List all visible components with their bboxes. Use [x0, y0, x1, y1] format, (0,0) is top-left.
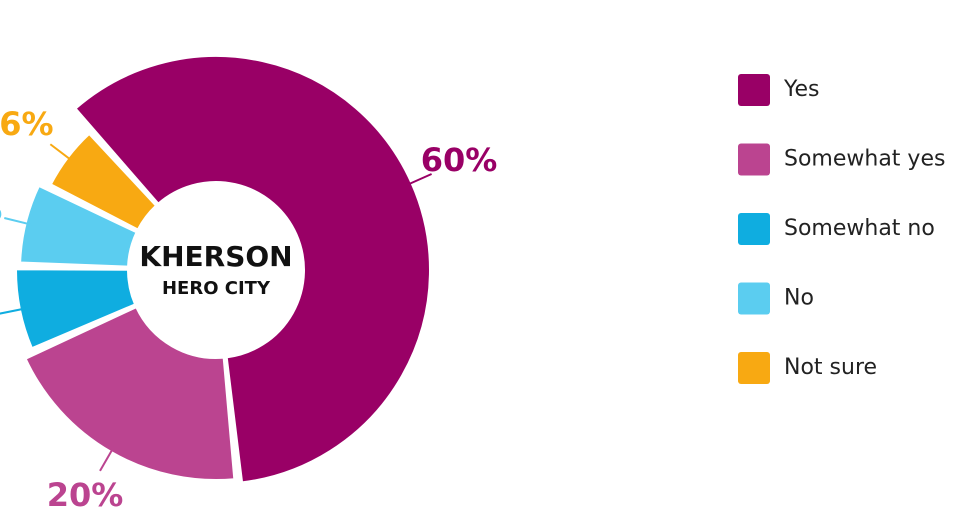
value-label: 20%	[47, 476, 124, 514]
donut-hole	[129, 183, 303, 357]
donut-segment	[74, 55, 431, 484]
donut	[15, 55, 431, 484]
legend-label: No	[784, 286, 814, 311]
value-label: 6%	[0, 105, 54, 143]
legend-label: Not sure	[784, 355, 877, 380]
donut-segment	[49, 132, 158, 231]
center-title: KHERSON	[139, 240, 292, 273]
leader-line	[0, 307, 27, 315]
donut-segment	[24, 305, 236, 481]
value-label: 60%	[421, 141, 498, 179]
donut-segment	[19, 184, 138, 268]
legend-swatch	[738, 213, 770, 245]
donut-segment	[15, 268, 137, 350]
legend-label: Somewhat no	[784, 216, 935, 241]
legend-swatch	[738, 143, 770, 176]
leader-line	[405, 173, 433, 187]
center-subtitle: HERO CITY	[162, 278, 271, 299]
leader-line	[99, 446, 115, 472]
legend-swatch	[738, 282, 770, 315]
legend-swatch	[738, 74, 770, 106]
legend-label: Somewhat yes	[784, 147, 945, 172]
leader-line	[49, 143, 74, 162]
legend-label: Yes	[783, 77, 820, 102]
legend-swatch	[738, 352, 770, 384]
leader-line	[4, 217, 32, 226]
value-label: 7%	[0, 190, 2, 228]
